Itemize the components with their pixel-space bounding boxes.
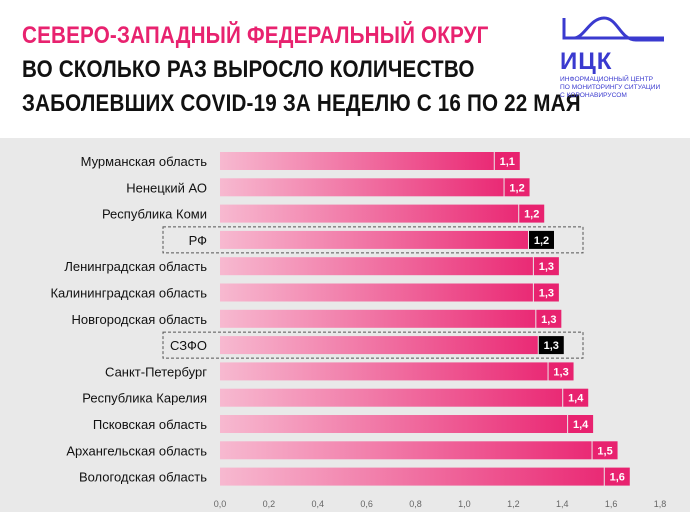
- x-tick-label: 1,8: [654, 499, 667, 509]
- category-label: Ленинградская область: [64, 259, 207, 274]
- value-label-bg: [494, 152, 520, 170]
- ick-logo: ИЦК ИНФОРМАЦИОННЫЙ ЦЕНТР ПО МОНИТОРИНГУ …: [560, 14, 670, 124]
- wave-icon: [562, 16, 664, 42]
- value-label-bg: [538, 336, 564, 355]
- value-label: 1,3: [539, 288, 554, 300]
- x-tick-label: 0,4: [312, 499, 325, 509]
- logo-desc-line1: ИНФОРМАЦИОННЫЙ ЦЕНТР: [560, 76, 653, 83]
- value-label-bg: [536, 309, 562, 328]
- highlight-frame: [162, 331, 584, 359]
- value-label-bg: [519, 204, 545, 223]
- category-label: Ненецкий АО: [126, 180, 207, 195]
- x-tick-label: 0,6: [360, 499, 373, 509]
- bar: [220, 152, 494, 170]
- title-region: СЕВЕРО-ЗАПАДНЫЙ ФЕДЕРАЛЬНЫЙ ОКРУГ: [22, 22, 489, 49]
- bar: [220, 362, 548, 381]
- x-tick-label: 1,4: [556, 499, 569, 509]
- logo-desc-line2: ПО МОНИТОРИНГУ СИТУАЦИИ: [560, 84, 661, 91]
- value-label: 1,2: [534, 235, 549, 247]
- bar: [220, 178, 504, 197]
- x-tick-label: 1,0: [458, 499, 471, 509]
- bar: [220, 441, 592, 460]
- category-label: Мурманская область: [81, 154, 208, 169]
- bar: [220, 283, 533, 302]
- x-tick-label: 0,0: [214, 499, 227, 509]
- highlight-frame: [162, 226, 584, 254]
- bar-chart: Мурманская область 1,1 Ненецкий АО 1,2 Респу…: [50, 152, 667, 509]
- logo-desc-line3: С КОРОНАВИРУСОМ: [560, 92, 627, 99]
- category-label: Республика Коми: [102, 207, 207, 222]
- value-label: 1,4: [573, 419, 589, 431]
- bar: [220, 230, 528, 249]
- category-label: Вологодская область: [79, 470, 207, 485]
- value-label-bg: [604, 467, 630, 486]
- value-label: 1,4: [568, 393, 584, 405]
- logo-description: ИНФОРМАЦИОННЫЙ ЦЕНТР ПО МОНИТОРИНГУ СИТУ…: [560, 76, 672, 100]
- bar: [220, 415, 568, 433]
- value-label: 1,3: [544, 340, 559, 352]
- value-label: 1,1: [500, 156, 515, 168]
- bar: [220, 257, 533, 276]
- value-label: 1,6: [610, 472, 625, 484]
- bar: [220, 204, 519, 223]
- chart-area: Мурманская область 1,1 Ненецкий АО 1,2 Респу…: [0, 138, 690, 512]
- value-label-bg: [563, 388, 589, 407]
- value-label: 1,2: [509, 182, 524, 194]
- value-label: 1,2: [524, 209, 539, 221]
- value-label: 1,3: [553, 366, 568, 378]
- x-tick-label: 0,8: [409, 499, 422, 509]
- title-subject-line1: ВО СКОЛЬКО РАЗ ВЫРОСЛО КОЛИЧЕСТВО: [22, 56, 475, 83]
- category-label: Архангельская область: [66, 443, 207, 458]
- title-subject-line2: ЗАБОЛЕВШИХ COVID-19 ЗА НЕДЕЛЮ С 16 ПО 22…: [22, 90, 581, 117]
- value-label: 1,3: [539, 261, 554, 273]
- category-label: Республика Карелия: [82, 391, 207, 406]
- category-label: Псковская область: [93, 417, 207, 432]
- value-label-bg: [504, 178, 530, 197]
- value-label-bg: [568, 415, 594, 433]
- bar: [220, 467, 604, 486]
- value-label: 1,3: [541, 314, 556, 326]
- x-tick-label: 1,2: [507, 499, 520, 509]
- header: СЕВЕРО-ЗАПАДНЫЙ ФЕДЕРАЛЬНЫЙ ОКРУГ ВО СКО…: [0, 0, 690, 138]
- category-label: СЗФО: [170, 338, 207, 353]
- category-label: Санкт-Петербург: [105, 364, 207, 379]
- bar: [220, 336, 538, 355]
- x-tick-label: 1,6: [605, 499, 618, 509]
- value-label-bg: [548, 362, 574, 381]
- category-label: Новгородская область: [72, 312, 208, 327]
- logo-name: ИЦК: [560, 48, 613, 75]
- value-label-bg: [533, 257, 559, 276]
- value-label-bg: [592, 441, 618, 460]
- value-label-bg: [533, 283, 559, 302]
- category-label: Калининградская область: [50, 286, 207, 301]
- value-label-bg: [529, 230, 554, 249]
- x-tick-label: 0,2: [263, 499, 276, 509]
- bar: [220, 309, 536, 328]
- value-label: 1,5: [597, 445, 612, 457]
- category-label: РФ: [189, 233, 208, 248]
- bar: [220, 388, 563, 407]
